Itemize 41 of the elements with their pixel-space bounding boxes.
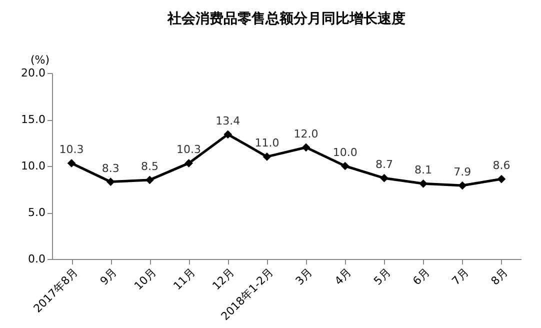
y-tick-label: 20.0 [21, 66, 46, 80]
y-tick-label: 0.0 [28, 252, 46, 266]
x-tick-label: 7月 [449, 266, 472, 288]
data-label: 12.0 [294, 127, 318, 140]
point [458, 181, 467, 190]
point [106, 178, 115, 186]
x-tick-label: 4月 [332, 266, 354, 288]
y-tick-label: 10.0 [21, 160, 46, 172]
y-tick-label: 15.0 [21, 113, 46, 126]
data-label: 10.0 [332, 146, 358, 159]
x-tick-label: 6月 [410, 266, 432, 288]
point [380, 174, 388, 182]
point [146, 176, 154, 184]
data-label: 8.1 [414, 164, 432, 177]
data-label: 8.6 [492, 159, 510, 172]
x-tick-label: 3月 [293, 266, 316, 288]
x-tick-label: 10月 [132, 266, 159, 293]
point [497, 174, 506, 184]
data-label: 13.4 [216, 114, 240, 128]
data-label: 7.9 [454, 166, 472, 179]
data-label: 8.3 [102, 162, 120, 175]
x-tick-label: 12月 [210, 266, 237, 293]
x-tick-label: 5月 [371, 266, 394, 288]
y-tick-label: 5.0 [28, 206, 46, 219]
x-tick-label: 8月 [488, 266, 510, 288]
y-axis-title: (%) [30, 54, 50, 66]
point [262, 152, 272, 161]
point [184, 159, 193, 168]
data-label: 10.3 [59, 143, 84, 156]
x-tick-label: 9月 [98, 266, 120, 288]
chart-title: 社会消费品零售总额分月同比增长速度 [166, 10, 406, 27]
data-label: 11.0 [254, 136, 280, 150]
point [340, 162, 350, 170]
data-label: 8.5 [140, 160, 158, 173]
point [224, 130, 232, 139]
data-label: 8.7 [375, 158, 393, 172]
point [419, 179, 428, 188]
data-label: 10.3 [176, 143, 202, 156]
point [67, 159, 76, 168]
x-tick-label: 11月 [170, 266, 198, 293]
point [302, 143, 310, 152]
